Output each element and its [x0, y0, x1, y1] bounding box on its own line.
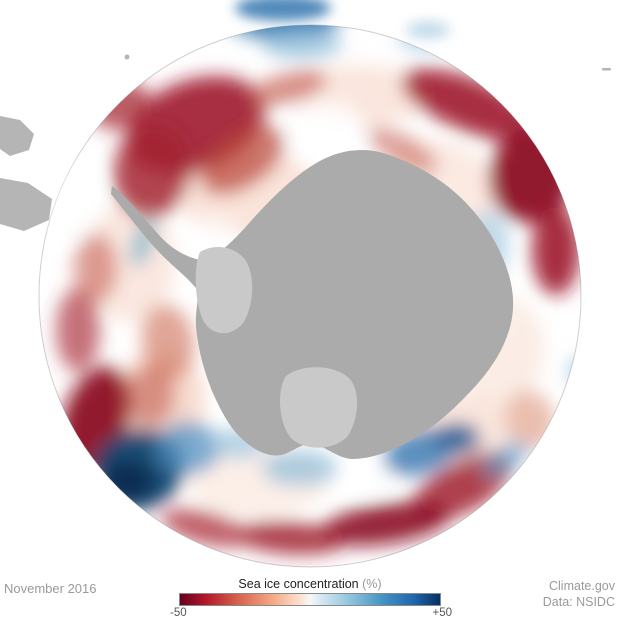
colorbar: [179, 593, 441, 606]
ronne-ice-shelf: [195, 246, 253, 334]
date-label: November 2016: [4, 581, 97, 596]
edge-islands: [0, 54, 611, 231]
legend-title-text: Sea ice concentration: [238, 577, 359, 591]
credits: Climate.gov Data: NSIDC: [543, 578, 615, 610]
credit-label: Climate.gov: [549, 579, 615, 593]
anomaly-overflow: [235, 0, 450, 39]
data-source-label: Data: NSIDC: [542, 595, 615, 609]
legend: Sea ice concentration (%) -50 +50: [170, 577, 452, 619]
colorbar-min-label: -50: [170, 607, 187, 619]
legend-unit-label: (%): [362, 577, 382, 591]
legend-title: Sea ice concentration (%): [179, 577, 441, 591]
colorbar-max-label: +50: [432, 607, 452, 619]
continent-antarctica: [111, 150, 514, 459]
ross-ice-shelf: [279, 367, 358, 448]
colorbar-ticks: -50 +50: [170, 607, 452, 619]
